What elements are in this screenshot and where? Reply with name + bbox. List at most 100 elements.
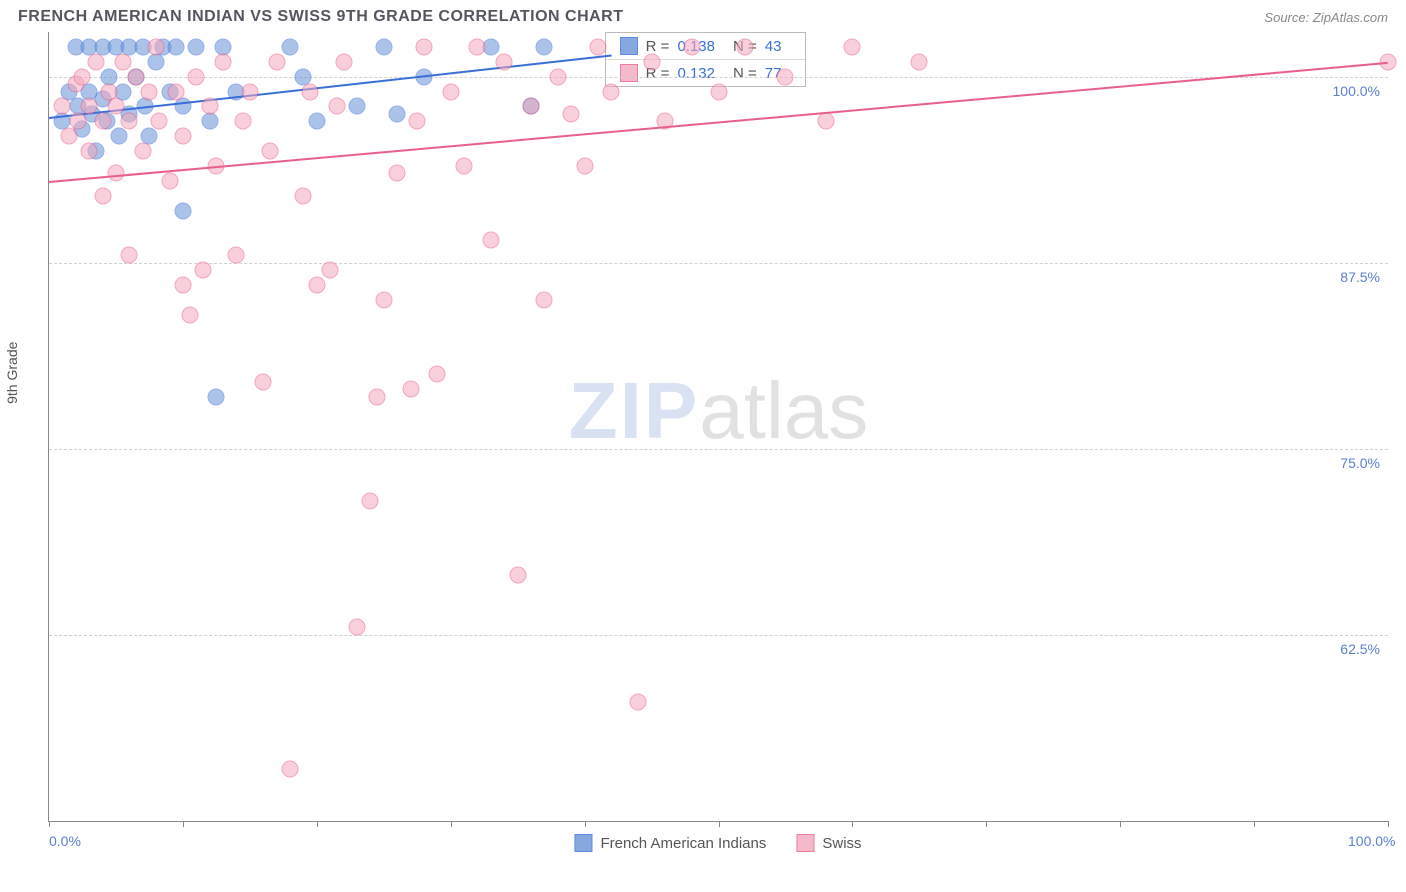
x-tick-label: 0.0% [49, 833, 81, 849]
scatter-point [302, 83, 319, 100]
scatter-point [844, 38, 861, 55]
scatter-point [161, 172, 178, 189]
x-tick [1120, 821, 1121, 827]
scatter-point [201, 113, 218, 130]
scatter-point [87, 53, 104, 70]
source-attribution: Source: ZipAtlas.com [1264, 10, 1388, 25]
chart-title: FRENCH AMERICAN INDIAN VS SWISS 9TH GRAD… [18, 8, 624, 26]
scatter-point [148, 38, 165, 55]
scatter-point [188, 68, 205, 85]
scatter-point [389, 105, 406, 122]
scatter-point [523, 98, 540, 115]
scatter-point [369, 388, 386, 405]
scatter-point [174, 202, 191, 219]
scatter-point [70, 113, 87, 130]
scatter-point [168, 38, 185, 55]
scatter-point [261, 143, 278, 160]
scatter-point [777, 68, 794, 85]
x-tick [986, 821, 987, 827]
scatter-point [482, 232, 499, 249]
x-tick [852, 821, 853, 827]
scatter-point [54, 98, 71, 115]
stats-row: R =0.138N =43 [606, 33, 806, 60]
scatter-point [442, 83, 459, 100]
y-tick-label: 87.5% [1340, 269, 1380, 285]
scatter-point [429, 366, 446, 383]
scatter-point [348, 619, 365, 636]
plot-region: ZIPatlas R =0.138N =43R =0.132N =77 62.5… [48, 32, 1388, 822]
correlation-stats-box: R =0.138N =43R =0.132N =77 [605, 32, 807, 87]
scatter-point [107, 98, 124, 115]
x-tick [1388, 821, 1389, 827]
scatter-point [148, 53, 165, 70]
scatter-point [589, 38, 606, 55]
chart-area: 9th Grade ZIPatlas R =0.138N =43R =0.132… [48, 32, 1388, 822]
scatter-point [308, 113, 325, 130]
r-value: 0.132 [677, 65, 715, 82]
source-link[interactable]: ZipAtlas.com [1313, 10, 1388, 25]
scatter-point [174, 277, 191, 294]
x-tick [49, 821, 50, 827]
scatter-point [576, 157, 593, 174]
legend-swatch [796, 834, 814, 852]
scatter-point [215, 53, 232, 70]
y-tick-label: 62.5% [1340, 641, 1380, 657]
legend-label: French American Indians [600, 835, 766, 852]
scatter-point [188, 38, 205, 55]
scatter-point [335, 53, 352, 70]
scatter-point [150, 113, 167, 130]
legend-label: Swiss [822, 835, 861, 852]
scatter-point [402, 381, 419, 398]
n-value: 43 [765, 38, 782, 55]
scatter-point [643, 53, 660, 70]
scatter-point [563, 105, 580, 122]
scatter-point [235, 113, 252, 130]
watermark-atlas: atlas [699, 366, 868, 455]
x-tick [451, 821, 452, 827]
scatter-point [308, 277, 325, 294]
scatter-point [509, 567, 526, 584]
scatter-point [456, 157, 473, 174]
scatter-point [683, 38, 700, 55]
scatter-point [549, 68, 566, 85]
scatter-point [409, 113, 426, 130]
scatter-point [81, 143, 98, 160]
series-swatch [620, 37, 638, 55]
r-label: R = [646, 38, 670, 55]
y-axis-title: 9th Grade [4, 342, 20, 404]
scatter-point [121, 247, 138, 264]
watermark-zip: ZIP [569, 366, 699, 455]
scatter-point [710, 83, 727, 100]
scatter-point [282, 760, 299, 777]
watermark: ZIPatlas [569, 365, 868, 457]
scatter-point [255, 373, 272, 390]
x-tick [317, 821, 318, 827]
gridline [49, 263, 1388, 264]
scatter-point [268, 53, 285, 70]
scatter-point [496, 53, 513, 70]
scatter-point [134, 143, 151, 160]
legend-item: Swiss [796, 834, 861, 852]
source-label: Source: [1264, 10, 1309, 25]
x-tick [585, 821, 586, 827]
scatter-point [375, 291, 392, 308]
scatter-point [94, 113, 111, 130]
scatter-point [128, 68, 145, 85]
scatter-point [201, 98, 218, 115]
scatter-point [328, 98, 345, 115]
scatter-point [817, 113, 834, 130]
n-label: N = [733, 65, 757, 82]
scatter-point [174, 128, 191, 145]
scatter-point [241, 83, 258, 100]
scatter-point [536, 38, 553, 55]
chart-header: FRENCH AMERICAN INDIAN VS SWISS 9TH GRAD… [0, 0, 1406, 32]
scatter-point [737, 38, 754, 55]
x-tick [1254, 821, 1255, 827]
scatter-point [121, 113, 138, 130]
gridline [49, 77, 1388, 78]
stats-row: R =0.132N =77 [606, 60, 806, 86]
x-tick-label: 100.0% [1348, 833, 1395, 849]
scatter-point [389, 165, 406, 182]
scatter-point [110, 128, 127, 145]
scatter-point [74, 68, 91, 85]
